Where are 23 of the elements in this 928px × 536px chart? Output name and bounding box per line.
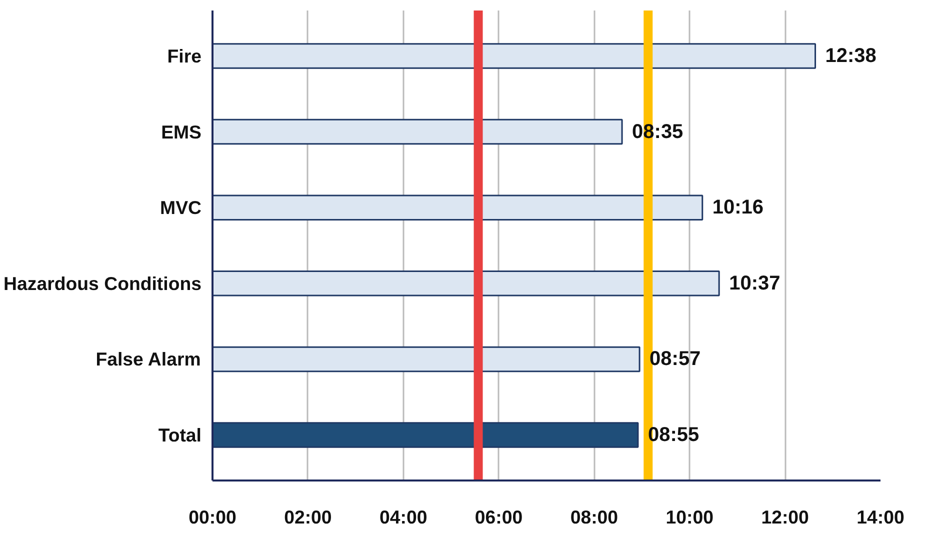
- x-tick-label: 00:00: [188, 506, 236, 528]
- data-label: 10:16: [712, 196, 764, 219]
- y-tick-label: False Alarm: [96, 348, 201, 370]
- data-label: 12:38: [825, 44, 876, 67]
- y-tick-label: Hazardous Conditions: [4, 272, 202, 294]
- x-tick-label: 02:00: [284, 506, 332, 528]
- x-tick-label: 14:00: [856, 506, 904, 528]
- data-label: 10:37: [729, 272, 780, 294]
- bar: [212, 422, 639, 448]
- bar: [212, 270, 720, 296]
- y-tick-label: MVC: [160, 197, 202, 218]
- x-tick-label: 04:00: [380, 506, 428, 528]
- bar: [212, 194, 704, 220]
- x-tick-label: 12:00: [761, 506, 809, 528]
- bar: [212, 118, 623, 145]
- bar: [212, 346, 640, 372]
- x-tick-label: 10:00: [666, 506, 714, 528]
- x-tick-label: 08:00: [570, 506, 618, 528]
- x-tick-label: 06:00: [474, 506, 523, 528]
- y-tick-label: EMS: [161, 121, 202, 142]
- bar: [212, 43, 816, 69]
- y-tick-label: Total: [158, 424, 202, 446]
- y-tick-label: Fire: [167, 45, 202, 66]
